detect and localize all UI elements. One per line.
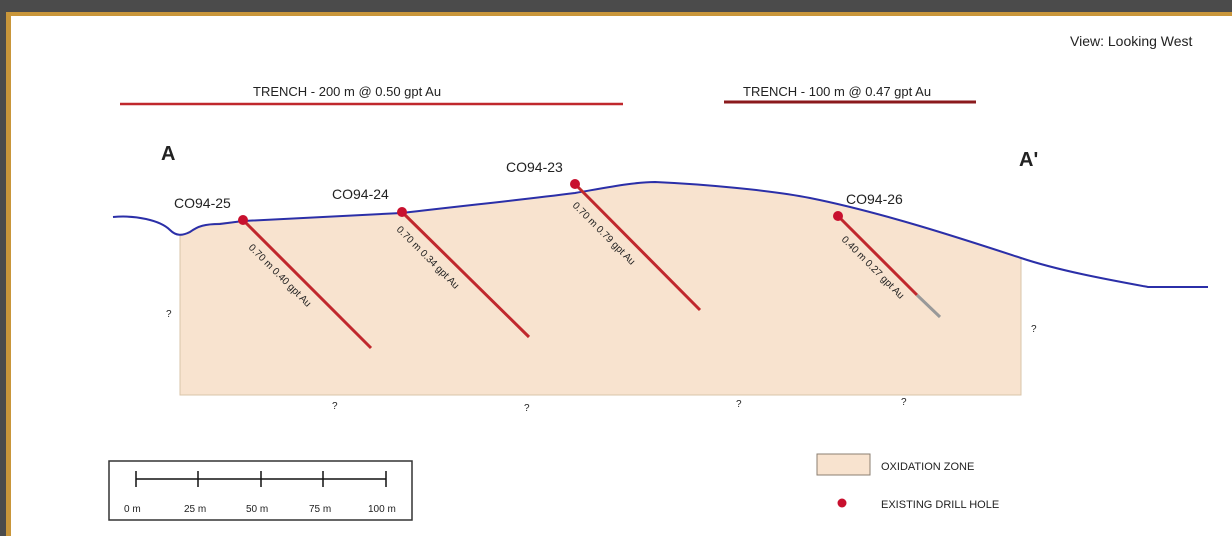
trench-label-2: TRENCH - 100 m @ 0.47 gpt Au xyxy=(743,84,931,99)
drill-hole-co94-26-extension xyxy=(915,293,942,319)
hole-name-co94-25: CO94-25 xyxy=(174,195,231,211)
trench-label-1: TRENCH - 200 m @ 0.50 gpt Au xyxy=(253,84,441,99)
drill-hole-co94-26 xyxy=(836,214,919,297)
unknown-marker-left: ? xyxy=(166,309,172,320)
section-end-a-prime: A' xyxy=(1019,149,1038,171)
legend: OXIDATION ZONE EXISTING DRILL HOLE xyxy=(816,453,999,511)
unknown-marker-bottom-2: ? xyxy=(524,403,530,414)
hole-name-co94-26: CO94-26 xyxy=(846,191,903,207)
unknown-marker-bottom-3: ? xyxy=(736,399,742,410)
scale-label-50: 50 m xyxy=(246,504,268,515)
drill-hole-co94-24 xyxy=(400,210,531,339)
hole-name-co94-23: CO94-23 xyxy=(506,159,563,175)
collar-co94-24 xyxy=(397,207,407,217)
scale-bar: 0 m 25 m 50 m 75 m 100 m xyxy=(108,460,413,521)
collar-co94-25 xyxy=(238,215,248,225)
legend-collar-icon xyxy=(837,498,847,508)
view-label: View: Looking West xyxy=(1070,33,1193,49)
legend-label-oxidation: OXIDATION ZONE xyxy=(881,461,974,473)
collar-co94-23 xyxy=(570,179,580,189)
unknown-marker-bottom-1: ? xyxy=(332,401,338,412)
collar-co94-26 xyxy=(833,211,843,221)
unknown-marker-right: ? xyxy=(1031,324,1037,335)
scale-label-75: 75 m xyxy=(309,504,331,515)
unknown-marker-bottom-4: ? xyxy=(901,397,907,408)
legend-swatch-oxidation xyxy=(816,453,871,476)
scale-label-25: 25 m xyxy=(184,504,206,515)
section-end-a: A xyxy=(161,143,175,165)
scale-label-100: 100 m xyxy=(368,504,396,515)
scale-label-0: 0 m xyxy=(124,504,141,515)
drill-hole-co94-23 xyxy=(573,182,702,312)
topography-line xyxy=(112,180,1208,288)
hole-name-co94-24: CO94-24 xyxy=(332,186,389,202)
drill-hole-co94-25 xyxy=(241,218,373,350)
legend-label-drill-hole: EXISTING DRILL HOLE xyxy=(881,499,999,511)
